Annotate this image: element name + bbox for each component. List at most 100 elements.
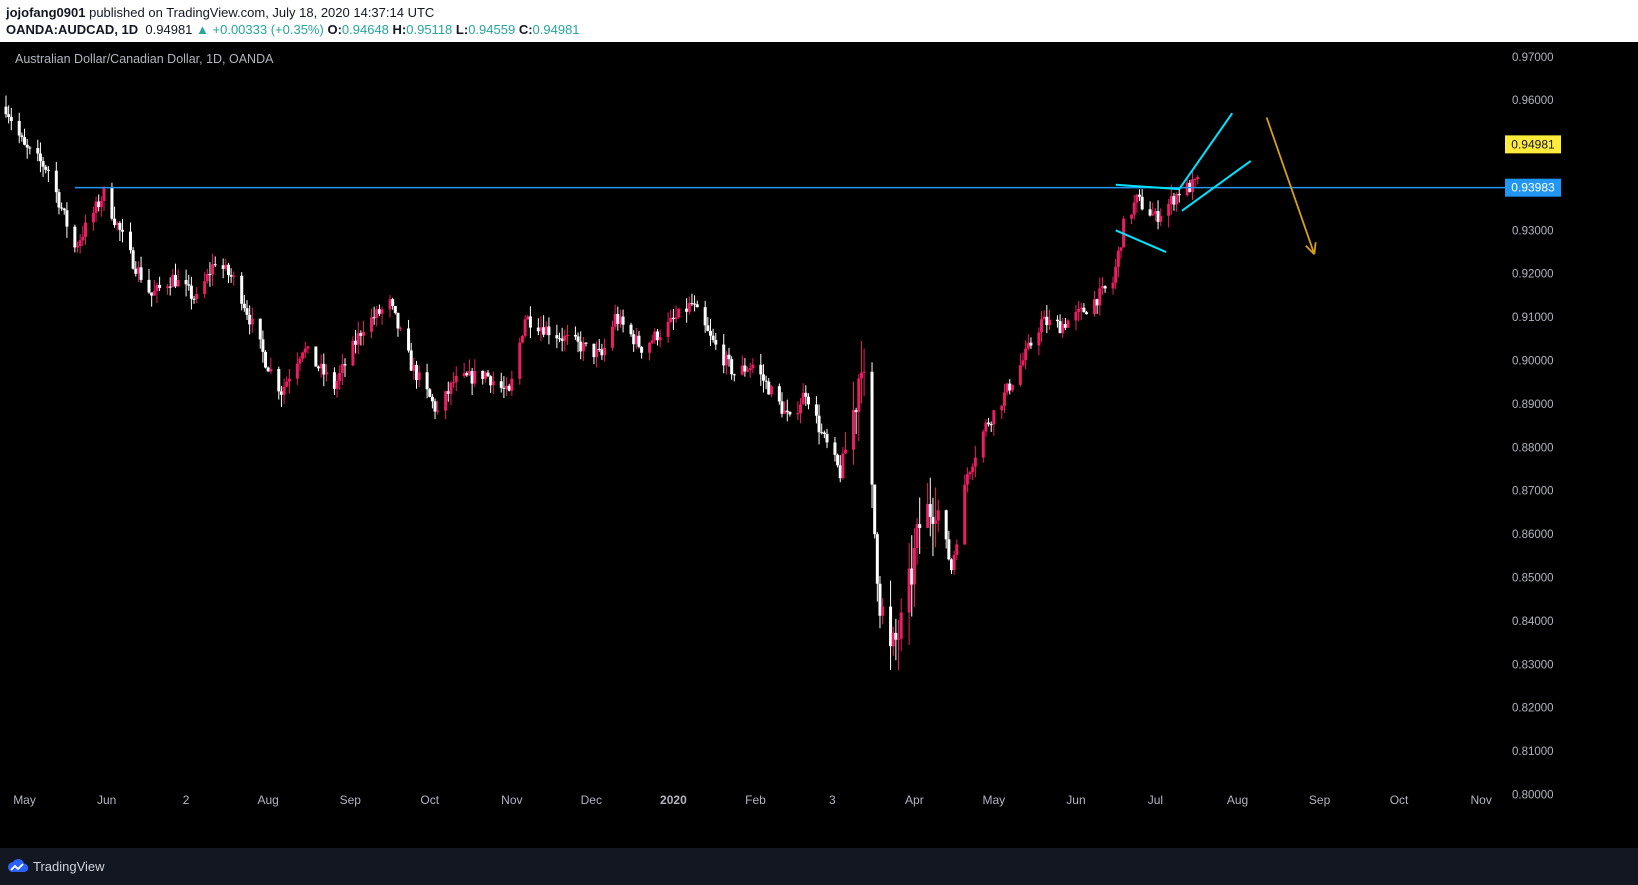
low-value: 0.94559	[468, 22, 516, 37]
candle-body	[894, 632, 898, 640]
candle-body	[171, 274, 175, 288]
y-tick-label: 0.87000	[1512, 486, 1554, 498]
candle-body	[777, 386, 781, 402]
candle-body	[240, 275, 244, 304]
candle-body	[407, 328, 411, 351]
candle-body	[489, 376, 493, 386]
candle-body	[965, 474, 969, 485]
candle-body	[73, 226, 77, 248]
candle-body	[483, 372, 487, 379]
flag-lower-line[interactable]	[1115, 229, 1167, 253]
high-label: H:	[392, 22, 407, 37]
candle-body	[388, 299, 392, 310]
candle-body	[226, 264, 230, 276]
candle-body	[528, 316, 532, 328]
y-tick-label: 0.84000	[1512, 616, 1554, 628]
forecast-arrow-head	[1305, 245, 1315, 255]
candle-body	[23, 137, 27, 145]
candle-body	[992, 410, 996, 425]
candle-body	[825, 433, 829, 443]
candle-body	[166, 286, 170, 288]
candle-body	[113, 218, 117, 226]
y-tick-label: 0.86000	[1512, 529, 1554, 541]
candle-body	[732, 374, 736, 376]
candle-body	[801, 392, 805, 405]
candle-body	[97, 201, 101, 208]
candle-body	[176, 280, 180, 287]
candle-body	[139, 267, 143, 280]
candle-body	[671, 317, 675, 320]
candle-body	[285, 381, 289, 387]
candle-body	[115, 222, 119, 226]
forecast-arrow[interactable]	[1265, 117, 1316, 255]
candle-body	[184, 280, 188, 285]
candle-body	[38, 153, 42, 162]
candle-body	[1185, 182, 1189, 196]
candle-body	[60, 207, 64, 209]
candle-body	[931, 516, 935, 524]
y-tick-label: 0.91000	[1512, 312, 1554, 324]
candle-body	[783, 410, 787, 414]
candle-body	[332, 372, 336, 389]
close-label: C:	[518, 22, 533, 37]
candle-body	[250, 318, 254, 325]
candle-body	[409, 350, 413, 371]
candle-body	[433, 401, 437, 412]
candle-body	[303, 348, 307, 353]
candle-body	[102, 187, 106, 201]
candle-body	[780, 401, 784, 414]
candle-body	[245, 308, 249, 315]
candle-body	[152, 291, 156, 296]
candle-body	[595, 348, 599, 358]
candle-body	[984, 422, 988, 432]
candle-body	[192, 298, 196, 300]
candle-body	[724, 354, 728, 366]
candle-body	[425, 372, 429, 390]
y-tick-label: 0.81000	[1512, 746, 1554, 758]
candle-body	[168, 286, 172, 288]
candle-body	[523, 319, 527, 336]
author-name[interactable]: jojofang0901	[6, 5, 86, 20]
flag-upper-line[interactable]	[1115, 183, 1180, 191]
candle-body	[375, 309, 379, 318]
candle-body	[1196, 176, 1200, 179]
candle-body	[1100, 286, 1104, 289]
price-chart[interactable]: 0.970000.960000.950000.940000.930000.920…	[0, 42, 1638, 848]
candle-body	[83, 222, 87, 237]
candle-body	[248, 314, 252, 325]
candle-body	[695, 304, 699, 308]
candle-body	[706, 325, 710, 331]
candle-body	[616, 314, 620, 324]
candle-body	[1010, 384, 1014, 391]
candle-body	[380, 309, 384, 314]
candle-body	[1018, 365, 1022, 385]
candle-body	[947, 539, 951, 560]
candle-body	[261, 339, 265, 352]
candle-body	[560, 338, 564, 341]
candle-body	[973, 457, 977, 467]
candle-body	[510, 378, 514, 391]
candle-body	[481, 370, 485, 379]
footer-brand[interactable]: TradingView	[33, 859, 105, 874]
candle-body	[1111, 282, 1115, 289]
candle-body	[926, 504, 930, 528]
y-tick-label: 0.93000	[1512, 225, 1554, 237]
candle-body	[690, 303, 694, 305]
candle-body	[1074, 311, 1078, 321]
candle-body	[542, 327, 546, 335]
candle-body	[1114, 266, 1118, 283]
symbol-name[interactable]: OANDA:AUDCAD, 1D	[6, 22, 139, 37]
wedge-lower-line[interactable]	[1181, 160, 1252, 212]
tradingview-cloud-icon[interactable]	[6, 858, 30, 874]
candle-body	[603, 347, 607, 356]
candle-body	[915, 524, 919, 548]
x-tick-label: Apr	[905, 793, 924, 807]
candle-body	[9, 116, 13, 122]
candle-body	[131, 250, 135, 269]
candle-body	[1082, 307, 1086, 313]
candle-body	[859, 372, 863, 379]
wedge-upper-line[interactable]	[1178, 112, 1234, 190]
candle-body	[470, 371, 474, 384]
candle-body	[833, 442, 837, 455]
candle-body	[536, 327, 540, 332]
